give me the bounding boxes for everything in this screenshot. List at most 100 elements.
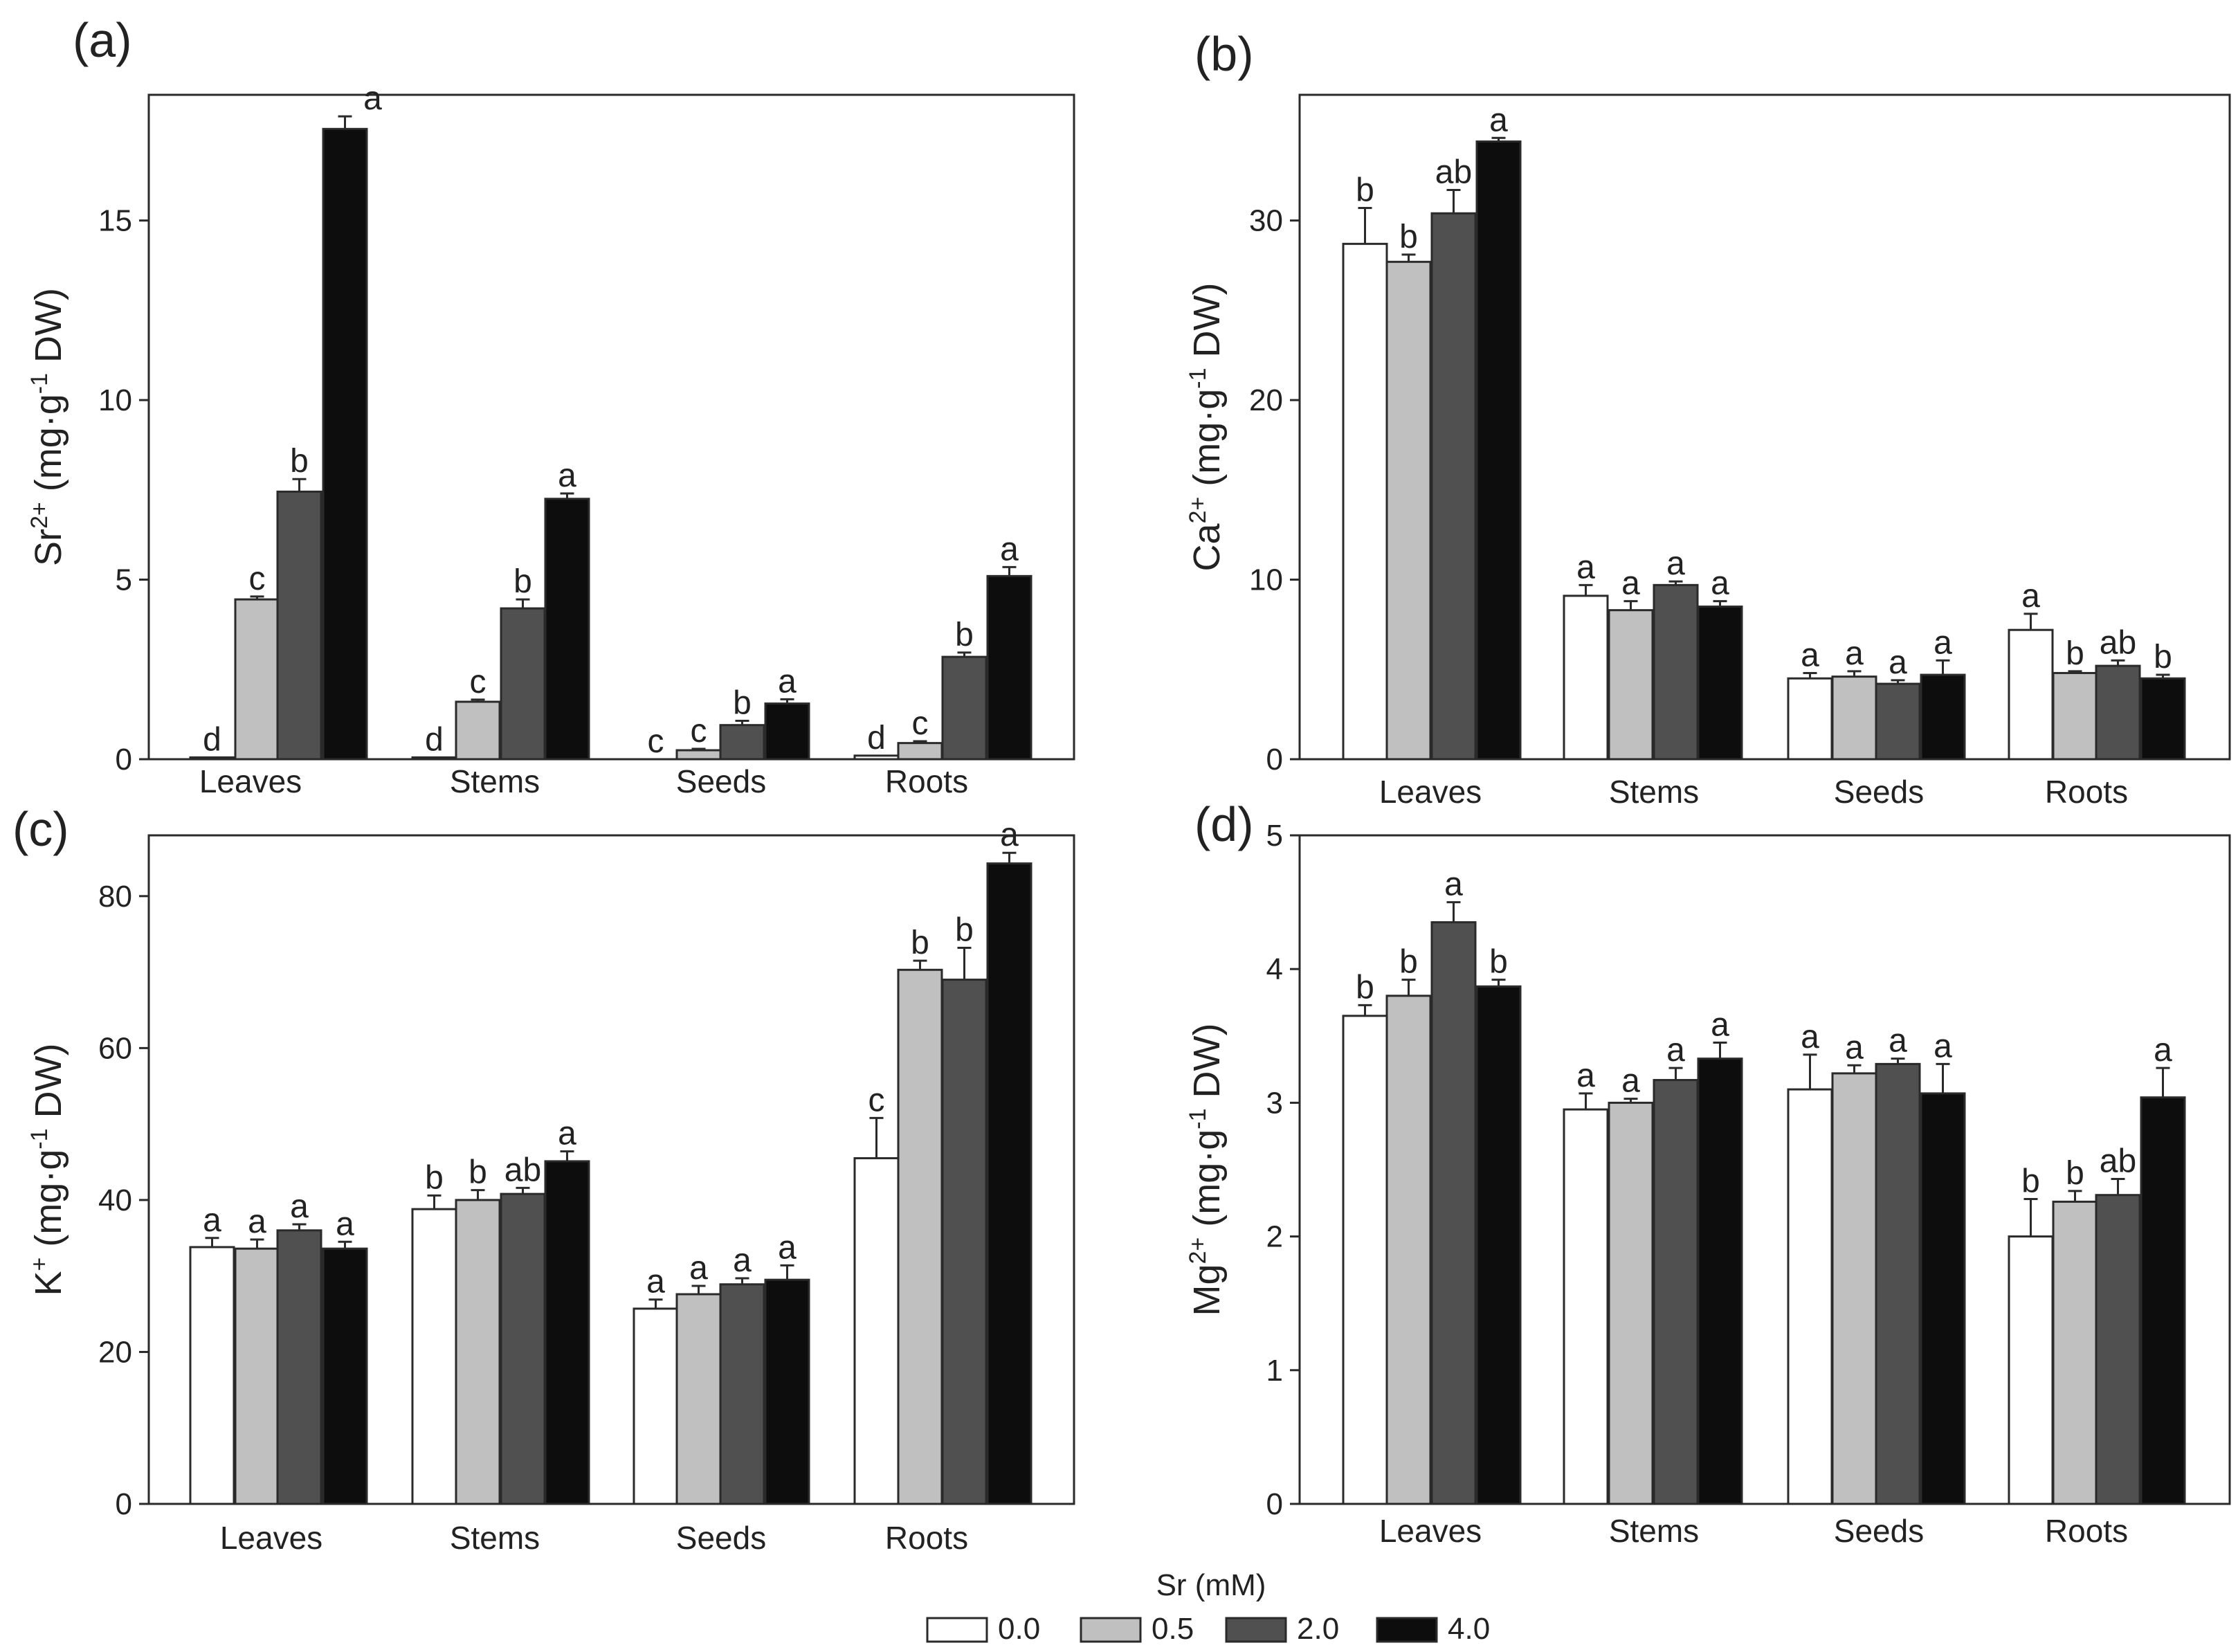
legend-swatch [926, 1617, 988, 1643]
significance-letter: ab [504, 1152, 541, 1188]
significance-letter: d [425, 721, 444, 758]
y-tick-label: 1 [1266, 1354, 1283, 1388]
plot-frame [147, 93, 1075, 761]
y-tick-label: 30 [1249, 204, 1283, 238]
plot-frame [1298, 93, 2231, 761]
significance-letter: a [2021, 578, 2040, 615]
bar [675, 1293, 722, 1505]
category-label: Stems [450, 763, 540, 799]
bar [455, 700, 501, 761]
bar [941, 655, 988, 761]
y-tick-label: 0 [116, 1487, 132, 1521]
bar [1697, 1058, 1743, 1505]
bar [1653, 583, 1699, 761]
significance-letter: a [1489, 102, 1508, 138]
bar [1475, 985, 1522, 1505]
y-tick-label: 0 [116, 743, 132, 777]
significance-letter: a [733, 1242, 752, 1279]
y-tick-label: 10 [1249, 563, 1283, 597]
significance-letter: b [2066, 635, 2084, 672]
bar [411, 1208, 457, 1505]
significance-letter: c [912, 705, 929, 742]
significance-letter: a [1845, 1029, 1864, 1066]
bar [719, 724, 765, 761]
bar [500, 1192, 546, 1505]
category-label: Roots [2045, 774, 2128, 810]
significance-letter: ab [1435, 154, 1472, 191]
bar [1385, 995, 1432, 1505]
significance-letter: a [1711, 1006, 1729, 1043]
significance-letter: a [203, 1202, 221, 1239]
significance-letter: c [648, 723, 664, 760]
category-label: Seeds [676, 1520, 766, 1556]
plot-frame [147, 834, 1075, 1505]
significance-letter: a [778, 1229, 797, 1266]
bar [1920, 1092, 1966, 1505]
significance-letter: a [248, 1204, 266, 1240]
bar [1653, 1079, 1699, 1505]
y-tick-label: 40 [98, 1183, 132, 1217]
significance-letter: a [646, 1264, 665, 1300]
significance-letter: b [1356, 969, 1374, 1006]
significance-letter: a [290, 1188, 309, 1225]
y-tick-label: 5 [1266, 819, 1283, 853]
legend-swatch [1225, 1617, 1287, 1643]
significance-letter: a [1576, 549, 1595, 586]
significance-letter: b [1356, 172, 1374, 208]
significance-letter: b [290, 443, 309, 480]
bar [544, 498, 590, 761]
y-tick-label: 0 [1266, 1487, 1283, 1521]
bar [1875, 682, 1921, 761]
legend-item: 2.0 [1225, 1612, 1339, 1646]
significance-letter: a [1889, 644, 1907, 681]
bar [1342, 1015, 1388, 1505]
significance-letter: b [1489, 944, 1508, 981]
category-label: Leaves [220, 1520, 322, 1556]
bar [2008, 1235, 2054, 1505]
bar [1787, 677, 1833, 761]
bar [1875, 1062, 1921, 1505]
significance-letter: b [513, 563, 532, 600]
significance-letter: a [2154, 1032, 2172, 1069]
category-label: Seeds [676, 763, 766, 799]
bar [1831, 1072, 1877, 1505]
legend: Sr (mM) 0.0 0.5 2.0 4.0 [926, 1568, 1490, 1646]
significance-letter: b [955, 911, 974, 948]
bar [897, 742, 943, 761]
y-tick-label: 20 [1249, 383, 1283, 417]
category-label: Stems [1609, 774, 1699, 810]
legend-label: 2.0 [1297, 1612, 1339, 1646]
significance-letter: a [1666, 545, 1685, 582]
bar [1385, 260, 1432, 761]
bar [2095, 664, 2141, 761]
bar [719, 1283, 765, 1505]
legend-item: 0.0 [926, 1612, 1040, 1646]
legend-label: 0.5 [1152, 1612, 1194, 1646]
category-label: Leaves [1379, 774, 1482, 810]
category-label: Roots [2045, 1513, 2128, 1549]
category-label: Stems [1609, 1513, 1699, 1549]
bar [1787, 1088, 1833, 1505]
significance-letter: a [336, 1206, 354, 1242]
bar [2140, 677, 2186, 761]
significance-letter: a [558, 457, 576, 494]
bar [764, 1278, 810, 1505]
y-axis-label: Ca2+ (mg·g-1 DW) [1185, 283, 1228, 572]
significance-letter: b [1399, 219, 1418, 255]
bar [1608, 609, 1654, 761]
bar [1697, 605, 1743, 761]
y-tick-label: 2 [1266, 1220, 1283, 1254]
bar [276, 1229, 322, 1505]
bar [2140, 1096, 2186, 1505]
significance-letter: a [1666, 1032, 1685, 1069]
bar [897, 968, 943, 1505]
bar [1430, 921, 1477, 1505]
legend-label: 4.0 [1448, 1612, 1490, 1646]
significance-letter: a [1000, 531, 1019, 568]
bar [500, 607, 546, 761]
bar [853, 1157, 900, 1505]
significance-letter: b [733, 684, 752, 721]
bar [2052, 671, 2098, 761]
